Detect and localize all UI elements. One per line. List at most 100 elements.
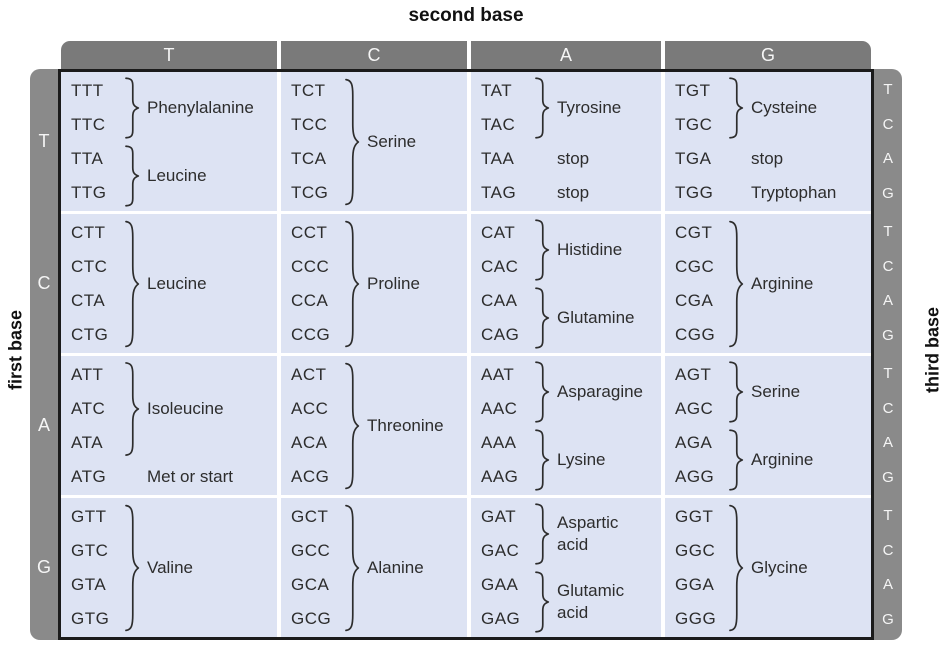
codon-CAG: CAG (481, 324, 520, 344)
codon-group: GTT GTC GTA GTG Valine (71, 500, 277, 636)
codon-list: GAT GAC (481, 500, 531, 568)
codon-group: CTT CTC CTA CTG Leucine (71, 216, 277, 352)
codon-CAA: CAA (481, 290, 518, 310)
codon-group: ACT ACC ACA ACG Threonine (291, 358, 467, 494)
codon-list: GTT GTC GTA GTG (71, 500, 121, 636)
third-base-T: T (883, 506, 893, 524)
codon-GCT: GCT (291, 506, 329, 526)
brace-icon (725, 74, 746, 142)
cell-CT: CTT CTC CTA CTG Leucine (61, 214, 277, 353)
cell-GA: GAT GAC Aspartic acid GAA GAG Glutamic acid (471, 498, 661, 637)
amino-acid-label: stop (751, 148, 784, 168)
codon-CTA: CTA (71, 290, 106, 310)
codon-list: AGT AGC (675, 358, 725, 426)
codon-TGA: TGA (675, 148, 712, 168)
brace-icon (121, 74, 142, 142)
codon-CTG: CTG (71, 324, 109, 344)
amino-acid-label: Valine (147, 557, 193, 577)
brace-spacer (531, 176, 552, 210)
brace-icon (341, 74, 362, 210)
codon-AAC: AAC (481, 398, 518, 418)
codon-GGC: GGC (675, 540, 716, 560)
codon-list: CAA CAG (481, 284, 531, 352)
codon-CCT: CCT (291, 222, 328, 242)
codon-GCC: GCC (291, 540, 331, 560)
codon-list: TGG (675, 176, 725, 210)
codon-TGT: TGT (675, 80, 711, 100)
codon-TAG: TAG (481, 182, 517, 202)
brace-icon (531, 284, 552, 352)
codon-TCC: TCC (291, 114, 328, 134)
codon-TAA: TAA (481, 148, 515, 168)
codon-TGG: TGG (675, 182, 714, 202)
cell-TT: TTT TTC Phenylalanine TTA TTG Leucine (61, 72, 277, 211)
cell-TC: TCT TCC TCA TCG Serine (281, 72, 467, 211)
brace-icon (531, 216, 552, 284)
amino-acid-label: Leucine (147, 165, 207, 185)
codon-group: TAT TAC Tyrosine (481, 74, 661, 142)
brace-icon (531, 426, 552, 494)
codon-list: AAA AAG (481, 426, 531, 494)
third-base-A: A (882, 576, 893, 594)
amino-acid-label: Aspartic acid (557, 512, 619, 554)
brace-spacer (725, 176, 746, 210)
codon-AGT: AGT (675, 364, 712, 384)
codon-CGA: CGA (675, 290, 714, 310)
first-base-title: first base (5, 309, 26, 391)
codon-group: GCT GCC GCA GCG Alanine (291, 500, 467, 636)
codon-TTC: TTC (71, 114, 106, 134)
codon-ACC: ACC (291, 398, 329, 418)
codon-AAG: AAG (481, 466, 519, 486)
codon-group: AAT AAC Asparagine (481, 358, 661, 426)
amino-acid-label: Arginine (751, 449, 814, 469)
codon-group: GGT GGC GGA GGG Glycine (675, 500, 871, 636)
codon-group: TTA TTG Leucine (71, 142, 277, 210)
brace-icon (341, 500, 362, 636)
amino-acid-label: Threonine (367, 415, 444, 435)
codon-CGC: CGC (675, 256, 715, 276)
third-base-G: G (882, 327, 894, 345)
codon-list: TGA (675, 142, 725, 176)
third-base-C: C (882, 399, 894, 417)
cell-GT: GTT GTC GTA GTG Valine (61, 498, 277, 637)
third-base-T: T (883, 80, 893, 98)
brace-icon (531, 500, 552, 568)
brace-icon (531, 74, 552, 142)
amino-acid-label: Leucine (147, 273, 207, 293)
codon-GAC: GAC (481, 540, 520, 560)
third-base-T: T (883, 222, 893, 240)
codon-group: GAA GAG Glutamic acid (481, 568, 661, 636)
codon-GAT: GAT (481, 506, 517, 526)
codon-list: CAT CAC (481, 216, 531, 284)
amino-acid-label: Proline (367, 273, 420, 293)
cell-AT: ATT ATC ATA Isoleucine ATG Met or start (61, 356, 277, 495)
third-base-T: T (883, 364, 893, 382)
first-base-row-G: G (36, 557, 51, 577)
codon-GGA: GGA (675, 574, 715, 594)
brace-icon (341, 216, 362, 352)
codon-group: CCT CCC CCA CCG Proline (291, 216, 467, 352)
cell-GG: GGT GGC GGA GGG Glycine (665, 498, 871, 637)
amino-acid-label: Glutamine (557, 307, 635, 327)
amino-acid-label: Arginine (751, 273, 814, 293)
amino-acid-label: Serine (751, 381, 801, 401)
codon-ACG: ACG (291, 466, 330, 486)
codon-TTA: TTA (71, 148, 104, 168)
codon-CCA: CCA (291, 290, 329, 310)
codon-GGT: GGT (675, 506, 714, 526)
codon-list: TTT TTC (71, 74, 121, 142)
codon-AGC: AGC (675, 398, 714, 418)
codon-AGG: AGG (675, 466, 715, 486)
codon-TCT: TCT (291, 80, 326, 100)
codon-group: GAT GAC Aspartic acid (481, 500, 661, 568)
codon-GGG: GGG (675, 608, 717, 628)
codon-list: AGA AGG (675, 426, 725, 494)
codon-GAG: GAG (481, 608, 521, 628)
codon-list: CGT CGC CGA CGG (675, 216, 725, 352)
codon-ATA: ATA (71, 432, 104, 452)
brace-icon (531, 358, 552, 426)
codon-AGA: AGA (675, 432, 713, 452)
